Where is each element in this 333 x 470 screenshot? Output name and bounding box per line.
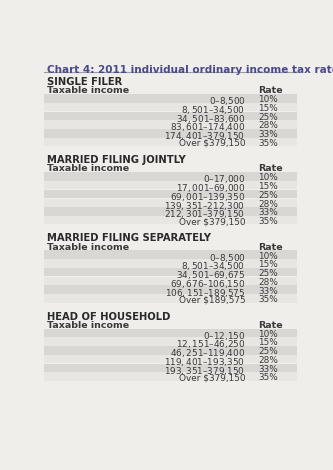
Text: 33%: 33%	[258, 287, 278, 296]
Text: $17,001 – $69,000: $17,001 – $69,000	[176, 182, 245, 194]
Text: 15%: 15%	[258, 260, 278, 269]
Bar	[44, 268, 297, 276]
Bar	[44, 181, 297, 189]
Text: $0 – $8,500: $0 – $8,500	[208, 95, 245, 107]
Text: Taxable income: Taxable income	[47, 321, 129, 330]
Bar	[44, 120, 297, 129]
Text: 35%: 35%	[258, 139, 278, 148]
Text: 25%: 25%	[258, 347, 278, 356]
Text: Rate: Rate	[258, 86, 283, 95]
Text: Chart 4: 2011 individual ordinary income tax rates: Chart 4: 2011 individual ordinary income…	[47, 65, 333, 75]
Text: $212,301 – $379,150: $212,301 – $379,150	[165, 208, 245, 220]
Text: MARRIED FILING SEPARATELY: MARRIED FILING SEPARATELY	[47, 234, 211, 243]
Text: 10%: 10%	[258, 95, 278, 104]
Text: $106,151 – $189,575: $106,151 – $189,575	[165, 287, 245, 298]
Bar	[44, 259, 297, 267]
Bar	[44, 277, 297, 285]
Text: $69,676 – $106,150: $69,676 – $106,150	[170, 278, 245, 290]
Bar	[44, 138, 297, 146]
Bar	[44, 372, 297, 381]
Text: Taxable income: Taxable income	[47, 86, 129, 95]
Text: 28%: 28%	[258, 356, 278, 365]
Text: $12,151 – $46,250: $12,151 – $46,250	[176, 338, 245, 351]
Bar	[44, 207, 297, 216]
Text: $46,251 – $119,400: $46,251 – $119,400	[170, 347, 245, 359]
Bar	[44, 251, 297, 259]
Text: $0 – $17,000: $0 – $17,000	[203, 173, 245, 185]
Text: 33%: 33%	[258, 208, 278, 217]
Text: 10%: 10%	[258, 251, 278, 260]
Text: 35%: 35%	[258, 374, 278, 383]
Text: Over $379,150: Over $379,150	[179, 217, 245, 226]
Bar	[44, 337, 297, 346]
Text: $0 – $8,500: $0 – $8,500	[208, 251, 245, 264]
Bar	[44, 111, 297, 120]
Text: Over $189,575: Over $189,575	[179, 295, 245, 304]
Bar	[44, 346, 297, 354]
Bar	[44, 190, 297, 198]
Bar	[44, 294, 297, 303]
Text: 15%: 15%	[258, 338, 278, 347]
Text: $193,351 – $379,150: $193,351 – $379,150	[165, 365, 245, 377]
Bar	[44, 216, 297, 225]
Bar	[44, 198, 297, 207]
Text: $83,601 – $174,400: $83,601 – $174,400	[170, 121, 245, 133]
Text: HEAD OF HOUSEHOLD: HEAD OF HOUSEHOLD	[47, 312, 170, 321]
Bar	[44, 329, 297, 337]
Text: 25%: 25%	[258, 113, 278, 122]
Text: $34,501 – $69,675: $34,501 – $69,675	[176, 269, 245, 281]
Text: Rate: Rate	[258, 321, 283, 330]
Text: 10%: 10%	[258, 173, 278, 182]
Bar	[44, 172, 297, 180]
Text: 25%: 25%	[258, 191, 278, 200]
Bar	[44, 355, 297, 363]
Text: 35%: 35%	[258, 217, 278, 226]
Text: Rate: Rate	[258, 164, 283, 173]
Text: $8,501 – $34,500: $8,501 – $34,500	[181, 260, 245, 272]
Text: 28%: 28%	[258, 121, 278, 130]
Text: 28%: 28%	[258, 278, 278, 287]
Text: 33%: 33%	[258, 130, 278, 139]
Bar	[44, 129, 297, 138]
Text: $8,501 – $34,500: $8,501 – $34,500	[181, 104, 245, 116]
Bar	[44, 94, 297, 102]
Bar	[44, 285, 297, 294]
Text: MARRIED FILING JOINTLY: MARRIED FILING JOINTLY	[47, 155, 185, 165]
Text: Taxable income: Taxable income	[47, 164, 129, 173]
Bar	[44, 364, 297, 372]
Text: 35%: 35%	[258, 295, 278, 304]
Text: SINGLE FILER: SINGLE FILER	[47, 77, 122, 87]
Text: Over $379,150: Over $379,150	[179, 374, 245, 383]
Text: $34,501 – $83,600: $34,501 – $83,600	[176, 113, 245, 125]
Text: $174,401 – $379,150: $174,401 – $379,150	[165, 130, 245, 142]
Text: Rate: Rate	[258, 243, 283, 251]
Text: 33%: 33%	[258, 365, 278, 374]
Text: 25%: 25%	[258, 269, 278, 278]
Text: $119,401 – $193,350: $119,401 – $193,350	[165, 356, 245, 368]
Text: $139,351 – $212,300: $139,351 – $212,300	[165, 200, 245, 212]
Text: Over $379,150: Over $379,150	[179, 139, 245, 148]
Text: 15%: 15%	[258, 104, 278, 113]
Text: 10%: 10%	[258, 330, 278, 339]
Text: 15%: 15%	[258, 182, 278, 191]
Text: Taxable income: Taxable income	[47, 243, 129, 251]
Text: $69,001 – $139,350: $69,001 – $139,350	[170, 191, 245, 203]
Bar	[44, 103, 297, 111]
Text: 28%: 28%	[258, 200, 278, 209]
Text: $0 – $12,150: $0 – $12,150	[203, 330, 245, 342]
